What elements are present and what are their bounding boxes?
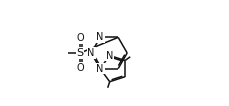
Text: O: O	[76, 33, 83, 43]
Text: N: N	[106, 50, 113, 61]
Text: O: O	[76, 63, 83, 73]
Text: S: S	[76, 48, 83, 58]
Text: N: N	[96, 32, 104, 42]
Text: N: N	[87, 48, 94, 58]
Text: N: N	[96, 64, 104, 74]
